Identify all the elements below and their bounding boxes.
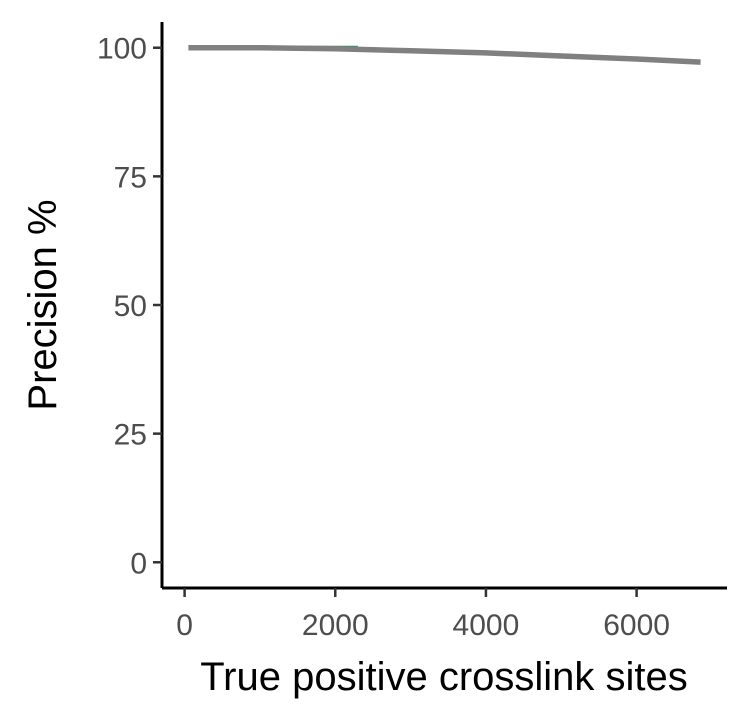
y-tick-label: 75 — [114, 161, 147, 194]
y-tick-label: 25 — [114, 419, 147, 452]
y-axis-ticks: 0 25 50 75 100 — [97, 33, 162, 580]
x-tick-label: 4000 — [453, 609, 520, 642]
y-tick-label: 0 — [130, 547, 147, 580]
x-tick-label: 2000 — [302, 609, 369, 642]
y-tick-label: 100 — [97, 33, 147, 66]
series-line-2 — [188, 44, 701, 65]
x-axis-title: True positive crosslink sites — [200, 655, 688, 699]
x-tick-label: 6000 — [603, 609, 670, 642]
x-axis-ticks: 0 2000 4000 6000 — [176, 588, 670, 642]
x-tick-label: 0 — [176, 609, 193, 642]
series-layer — [188, 44, 701, 65]
y-tick-label: 50 — [114, 290, 147, 323]
y-axis-title: Precision % — [21, 199, 65, 410]
